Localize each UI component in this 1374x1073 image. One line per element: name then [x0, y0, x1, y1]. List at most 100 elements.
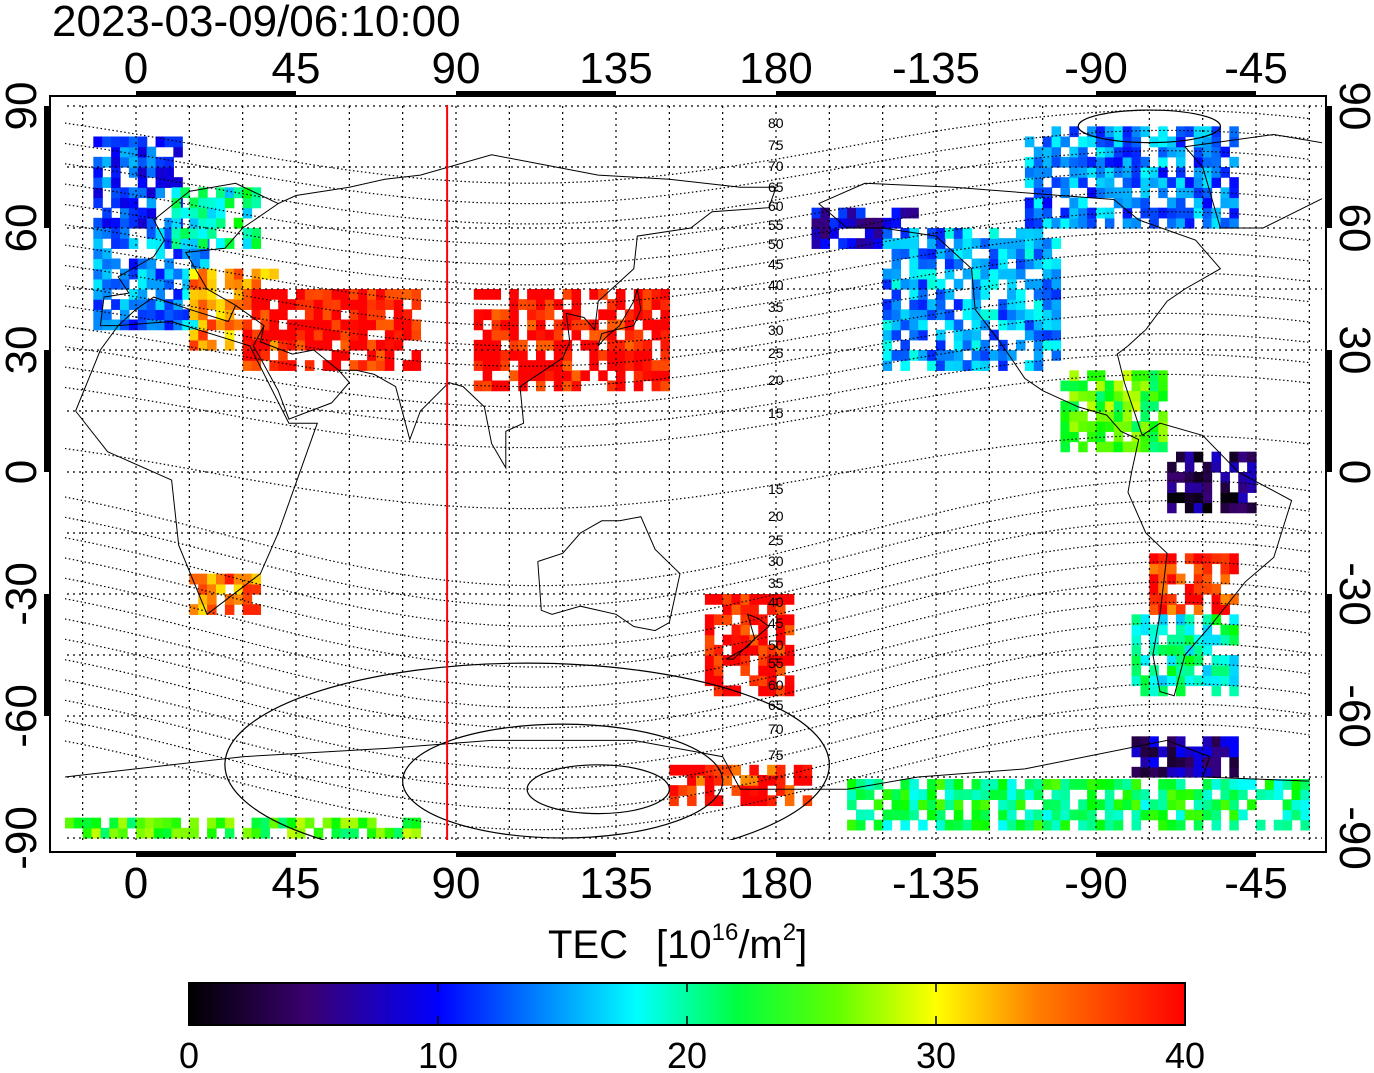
tec-cell — [1060, 156, 1070, 168]
tec-cell — [269, 268, 279, 280]
tec-cell — [1158, 799, 1168, 811]
tec-cell — [1140, 400, 1150, 412]
tec-cell — [936, 309, 946, 321]
tec-cell — [953, 319, 964, 331]
tec-cell — [1033, 248, 1044, 260]
tec-cell — [1220, 553, 1230, 565]
tec-cell — [155, 268, 166, 280]
tec-cell — [269, 309, 279, 321]
tec-cell — [882, 809, 893, 821]
colorbar-tick-label: 20 — [667, 1035, 707, 1073]
tec-cell — [242, 583, 253, 595]
tec-cell — [198, 278, 208, 290]
tec-cell — [1024, 319, 1035, 331]
contour-label: 60 — [768, 677, 784, 693]
tec-cell — [607, 299, 617, 310]
tec-cell — [998, 339, 1008, 351]
tec-cell — [740, 634, 750, 646]
tec-cell — [1078, 809, 1088, 821]
tec-cell — [1007, 299, 1017, 310]
tec-cell — [1282, 819, 1293, 831]
tec-cell — [1096, 370, 1106, 382]
tec-cell — [1140, 624, 1150, 636]
tec-cell — [1033, 329, 1044, 341]
tec-cell — [207, 278, 217, 290]
tec-cell — [900, 248, 910, 260]
tec-cell — [767, 644, 777, 656]
tec-cell — [224, 339, 235, 351]
tec-cell — [784, 795, 795, 807]
frame-edge-bars — [44, 91, 1332, 857]
tec-cell — [384, 319, 395, 331]
tec-cell — [269, 329, 279, 341]
tec-cell — [1042, 146, 1053, 158]
tec-cell — [1158, 370, 1168, 382]
tec-cell — [1060, 187, 1070, 199]
tec-cell — [1060, 380, 1070, 392]
tec-cell — [1033, 819, 1044, 831]
tec-cell — [367, 309, 377, 321]
tec-cell — [1149, 583, 1159, 595]
tec-cell — [1078, 819, 1088, 831]
tec-cell — [1229, 594, 1239, 605]
tec-cell — [207, 817, 217, 829]
tec-cell — [518, 360, 528, 371]
tec-cell — [624, 360, 635, 371]
pole-contour — [1077, 109, 1222, 144]
tec-cell — [1193, 766, 1204, 778]
tec-cell — [482, 329, 493, 341]
tec-cell — [411, 299, 422, 310]
tec-cell — [1131, 665, 1142, 676]
tec-cell — [962, 248, 973, 260]
tec-cell — [1131, 126, 1142, 138]
tec-cell — [1078, 390, 1088, 402]
tec-cell — [111, 136, 121, 148]
tec-cell — [1202, 809, 1213, 821]
tec-region — [171, 187, 262, 249]
tec-cell — [473, 309, 484, 321]
tec-cell — [189, 827, 199, 839]
tec-cell — [722, 655, 733, 666]
tec-cell — [146, 207, 157, 219]
tec-cell — [1149, 665, 1159, 676]
tec-cell — [164, 156, 174, 168]
tec-cell — [1158, 177, 1168, 188]
lon-tick-label: 45 — [272, 44, 321, 93]
tec-cell — [1060, 809, 1070, 821]
tec-cell — [482, 339, 493, 351]
tec-cell — [111, 228, 121, 239]
tec-cell — [1229, 756, 1239, 768]
tec-cell — [847, 207, 857, 219]
tec-cell — [1291, 809, 1302, 821]
tec-cell — [1193, 819, 1204, 831]
tec-cell — [358, 339, 368, 351]
tec-cell — [251, 289, 262, 300]
tec-cell — [784, 614, 795, 626]
tec-cell — [120, 197, 130, 209]
tec-cell — [527, 370, 537, 382]
frame-bar — [456, 851, 616, 857]
tec-cell — [918, 299, 928, 310]
tec-cell — [660, 350, 670, 361]
lon-tick-label: 90 — [432, 44, 481, 93]
tec-cell — [260, 299, 270, 310]
tec-cell — [1087, 217, 1097, 229]
tec-cell — [1167, 819, 1177, 831]
tec-cell — [953, 350, 964, 361]
tec-cell — [1220, 675, 1230, 687]
tec-cell — [278, 309, 288, 321]
tec-cell — [100, 827, 110, 839]
tec-cell — [784, 594, 795, 605]
tec-cell — [971, 309, 982, 321]
tec-cell — [358, 329, 368, 341]
tec-cell — [120, 238, 130, 249]
tec-cell — [1158, 789, 1168, 800]
tec-cell — [971, 809, 982, 821]
tec-cell — [146, 278, 157, 290]
tec-cell — [1149, 624, 1159, 636]
tec-cell — [260, 309, 270, 321]
tec-cell — [1282, 779, 1293, 790]
tec-cell — [509, 339, 519, 351]
tec-cell — [607, 339, 617, 351]
